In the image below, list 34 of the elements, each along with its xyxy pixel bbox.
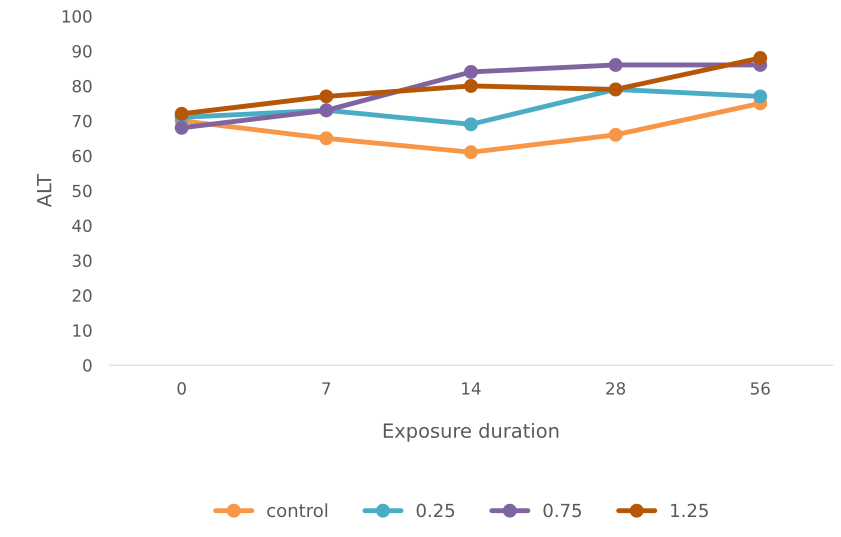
point — [174, 120, 189, 135]
x-tick-label: 14 — [462, 382, 481, 394]
point — [608, 58, 623, 72]
y-tick-label: 10 — [73, 324, 92, 337]
legend-label: control — [267, 503, 328, 518]
x-tick-label: 0 — [177, 382, 186, 395]
point — [753, 89, 768, 104]
y-tick-label: 0 — [83, 359, 92, 372]
x-tick-label: 28 — [606, 382, 626, 395]
legend-label: 0.25 — [416, 504, 454, 518]
point — [464, 65, 478, 79]
y-tick-label: 70 — [72, 114, 92, 128]
point — [464, 78, 478, 93]
point — [464, 145, 478, 160]
legend-label: 0.75 — [544, 504, 581, 518]
y-tick-label: 30 — [72, 254, 92, 268]
point — [319, 89, 334, 104]
point — [319, 131, 334, 146]
point — [464, 117, 478, 132]
point — [753, 51, 768, 65]
point — [608, 128, 623, 142]
legend-label: 1.25 — [671, 504, 708, 518]
y-tick-label: 40 — [72, 220, 92, 232]
x-axis-title: Exposure duration — [384, 422, 558, 442]
point — [174, 106, 189, 121]
y-tick-label: 50 — [72, 184, 92, 198]
x-tick-label: 56 — [750, 382, 770, 395]
y-axis-title: ALT — [37, 174, 52, 208]
y-tick-label: 20 — [72, 289, 92, 302]
x-tick-label: 7 — [322, 382, 330, 394]
y-tick-label: 100 — [62, 10, 92, 23]
y-tick-label: 80 — [72, 80, 92, 92]
y-tick-label: 60 — [72, 150, 92, 162]
y-tick-label: 90 — [72, 44, 92, 58]
